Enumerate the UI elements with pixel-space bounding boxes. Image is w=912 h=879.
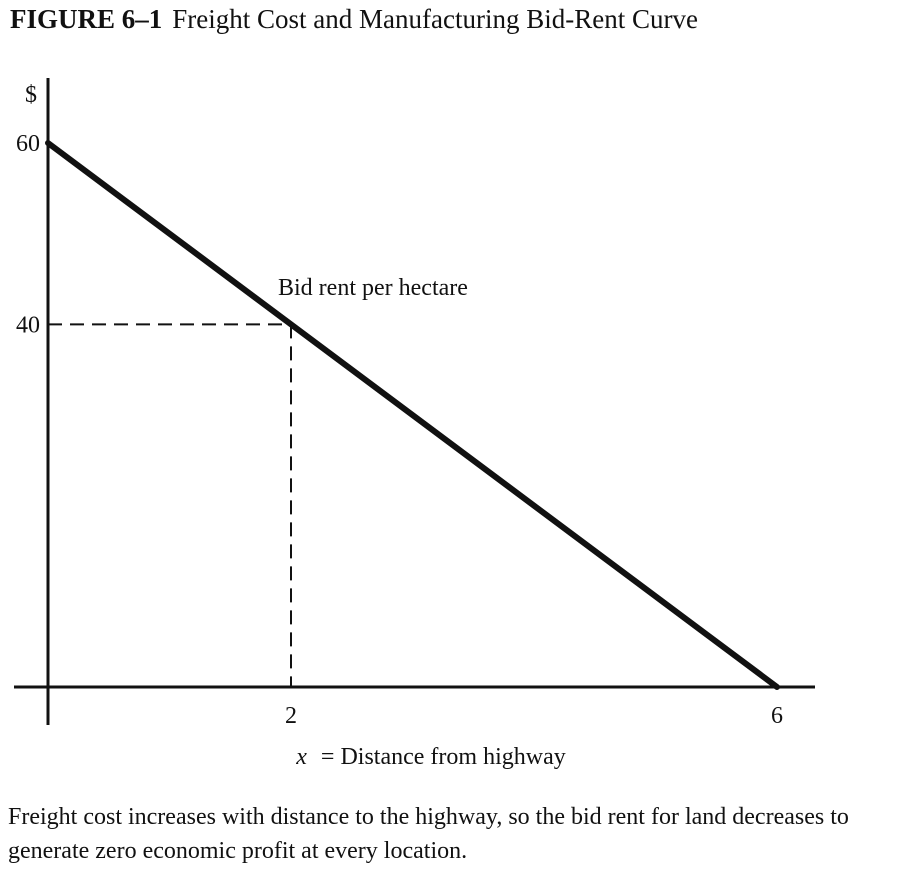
x-axis-variable: x: [295, 744, 307, 770]
y-axis-label: $: [25, 82, 37, 108]
x-axis-text: = Distance from highway: [321, 744, 566, 770]
figure-title-text: Freight Cost and Manufacturing Bid-Rent …: [172, 4, 698, 34]
figure-title: FIGURE 6–1 Freight Cost and Manufacturing…: [10, 4, 698, 35]
bid-rent-line: [45, 140, 780, 690]
x-axis-label: x = Distance from highway: [295, 744, 565, 770]
x-tick-label: 6: [771, 703, 783, 729]
series-lines: Bid rent per hectare: [45, 140, 780, 690]
figure-caption: Freight cost increases with distance to …: [8, 804, 849, 864]
x-tick-label: 2: [285, 703, 297, 729]
y-tick-label: 60: [16, 131, 40, 157]
y-ticks: 40 60: [16, 131, 40, 338]
figure-label: FIGURE 6–1: [10, 4, 163, 34]
reference-lines: [48, 323, 292, 687]
series-label: Bid rent per hectare: [278, 275, 468, 301]
y-tick-label: 40: [16, 312, 40, 338]
